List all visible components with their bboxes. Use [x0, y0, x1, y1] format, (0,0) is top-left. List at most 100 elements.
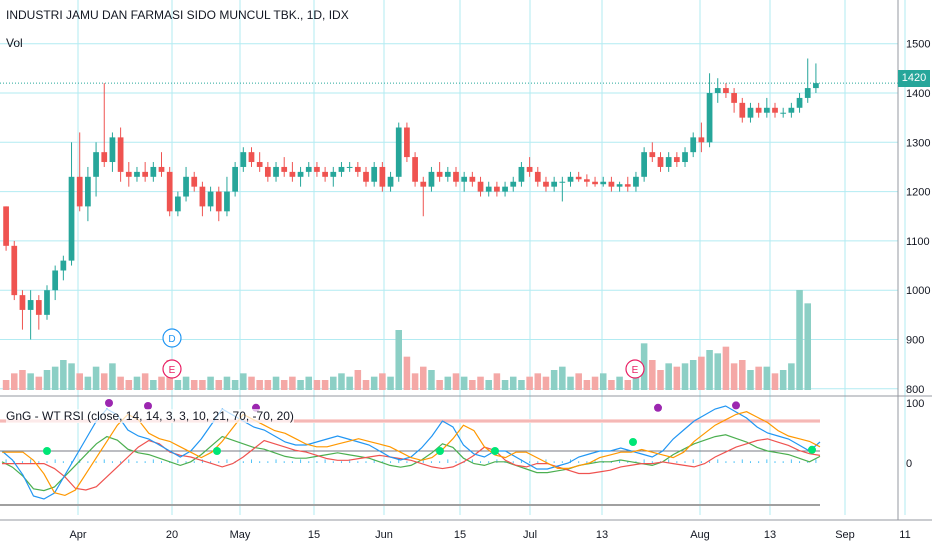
candle-body — [232, 166, 238, 192]
candle-body — [314, 166, 320, 172]
volume-bar — [256, 380, 263, 390]
candle-body — [502, 186, 508, 192]
chart-title: INDUSTRI JAMU DAN FARMASI SIDO MUNCUL TB… — [6, 8, 349, 22]
candle-body — [624, 184, 631, 187]
candle-body — [731, 93, 737, 103]
time-tick-label: 20 — [166, 529, 178, 541]
candle-body — [387, 176, 394, 187]
time-tick-label: May — [230, 529, 251, 541]
volume-bar — [747, 370, 754, 390]
wt-line-green — [1, 434, 821, 492]
event-letter: E — [169, 365, 176, 376]
volume-bar — [542, 376, 550, 390]
candle-body — [682, 152, 688, 163]
price-tick-label: 900 — [906, 335, 924, 347]
volume-bar — [92, 366, 100, 390]
volume-bar — [469, 380, 476, 390]
volume-bar — [305, 376, 313, 390]
candle-body — [763, 107, 770, 113]
candle-body — [813, 83, 819, 89]
candle-body — [289, 171, 296, 177]
volume-bar — [158, 376, 165, 390]
candle-body — [780, 112, 787, 114]
volume-bar — [436, 380, 443, 390]
candle-body — [11, 245, 18, 296]
candle-body — [281, 166, 288, 172]
candle-body — [739, 102, 746, 118]
volume-bar — [207, 376, 214, 390]
volume-bar — [379, 373, 386, 390]
candle-body — [518, 166, 525, 182]
event-marker — [162, 328, 182, 348]
candle-body — [158, 166, 165, 172]
volume-bar — [403, 356, 411, 390]
candle-body — [453, 171, 459, 182]
volume-bar — [550, 370, 558, 390]
candle-body — [698, 137, 705, 143]
candle-body — [224, 191, 230, 212]
candle-body — [755, 107, 762, 113]
candle-body — [690, 137, 697, 153]
volume-bar — [739, 360, 746, 390]
candle-body — [273, 166, 279, 177]
volume-bar — [518, 380, 525, 390]
volume-bar — [804, 303, 812, 390]
volume-bar — [730, 363, 738, 390]
volume-bar — [35, 376, 43, 390]
candle-body — [19, 295, 26, 310]
candle-body — [584, 179, 590, 182]
candle-body — [297, 171, 304, 177]
candle-body — [592, 181, 598, 185]
price-tick-label: 1000 — [906, 285, 930, 297]
candle-body — [240, 152, 247, 167]
candle-body — [191, 176, 198, 187]
volume-bar — [689, 360, 697, 390]
candle-body — [395, 127, 402, 177]
volume-bar — [60, 360, 67, 390]
candle-body — [354, 166, 361, 172]
volume-bar — [133, 376, 141, 390]
candle-body — [608, 181, 615, 187]
candle-body — [404, 127, 410, 158]
volume-bar — [722, 346, 730, 390]
candle-body — [633, 176, 639, 187]
volume-bar — [485, 380, 492, 390]
candle-body — [559, 181, 566, 183]
volume-bar — [215, 380, 223, 390]
candle-body — [134, 171, 140, 177]
candle-body — [436, 171, 443, 177]
candle-body — [706, 93, 713, 143]
candle-body — [804, 88, 811, 98]
candle-body — [469, 176, 476, 182]
candle-body — [248, 152, 255, 163]
volume-bar — [231, 380, 239, 390]
cross-up-dot — [629, 438, 637, 446]
indicator-tick-label: 0 — [906, 458, 912, 470]
cross-down-dot — [732, 401, 740, 410]
candle-body — [657, 157, 664, 167]
candle-body — [101, 152, 108, 163]
cross-up-dot — [43, 447, 51, 455]
volume-bar — [280, 380, 288, 390]
volume-bar — [608, 380, 615, 390]
volume-bar — [27, 373, 34, 390]
candle-body — [543, 181, 549, 187]
price-tick-label: 1100 — [906, 236, 930, 248]
candle-body — [796, 97, 803, 108]
price-tick-label: 1500 — [906, 39, 930, 51]
candle-body — [35, 300, 42, 315]
volume-bar — [387, 376, 394, 390]
volume-bar — [330, 376, 337, 390]
candle-body — [461, 176, 468, 182]
volume-bar — [313, 380, 321, 390]
candle-body — [551, 181, 558, 187]
volume-label: Vol — [6, 36, 23, 50]
volume-bar — [19, 370, 26, 390]
candle-body — [485, 186, 492, 192]
volume-bar — [419, 366, 427, 390]
volume-bar — [100, 373, 108, 390]
cross-down-dot — [105, 399, 113, 407]
volume-bar — [51, 366, 59, 390]
time-tick-label: Aug — [690, 529, 710, 541]
